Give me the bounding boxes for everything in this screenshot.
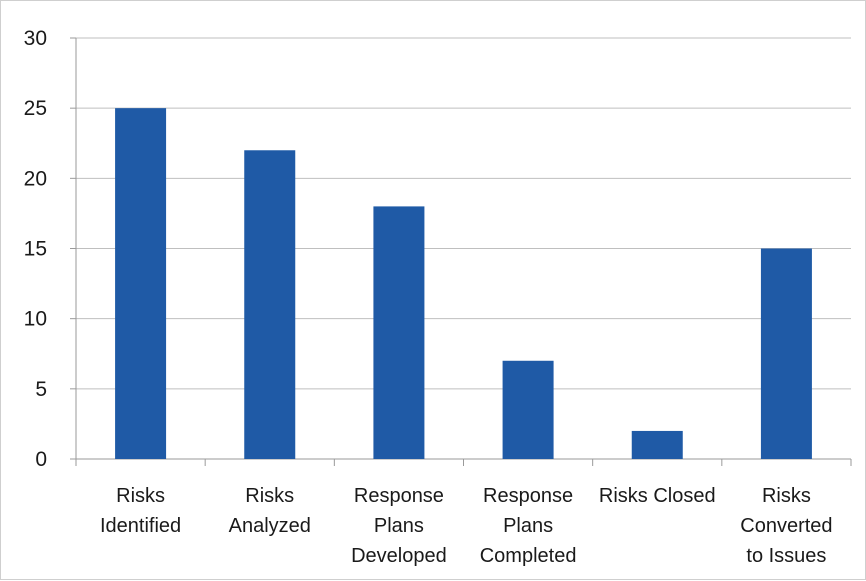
y-tick-label: 15: [24, 238, 47, 261]
x-tick-label: Response Plans Completed: [480, 485, 577, 567]
x-tick-label-line: Identified: [100, 515, 181, 537]
x-tick-label-line: Response: [354, 485, 444, 507]
x-tick-label: Risks Closed: [599, 485, 716, 507]
y-tick-label: 0: [35, 448, 47, 471]
x-tick-label-line: Plans: [374, 515, 424, 537]
x-tick-label-line: Risks: [116, 485, 165, 507]
x-tick-label: Response Plans Developed: [351, 485, 447, 567]
y-tick-label: 25: [24, 97, 47, 120]
x-tick-label-line: Plans: [503, 515, 553, 537]
bar: [373, 206, 425, 459]
x-tick-label-line: Risks: [762, 485, 811, 507]
y-tick-label: 10: [24, 308, 47, 331]
y-tick-label: 30: [24, 27, 47, 50]
y-tick-label: 20: [24, 167, 47, 190]
bar: [115, 108, 167, 460]
x-tick-label-line: Risks: [245, 485, 294, 507]
x-tick-label: Risks Identified: [100, 485, 181, 537]
bar: [760, 248, 812, 459]
x-tick-label-line: Converted: [740, 515, 832, 537]
x-tick-label-line: to Issues: [746, 545, 826, 567]
bar: [631, 430, 683, 459]
x-tick-label-line: Completed: [480, 545, 577, 567]
bar: [244, 150, 296, 459]
x-tick-label-line: Risks Closed: [599, 485, 716, 507]
y-tick-label: 5: [35, 378, 47, 401]
x-tick-label: Risks Analyzed: [229, 485, 311, 537]
x-tick-label-line: Developed: [351, 545, 447, 567]
x-tick-label: Risks Converted to Issues: [740, 485, 832, 567]
x-tick-label-line: Response: [483, 485, 573, 507]
x-tick-label-line: Analyzed: [229, 515, 311, 537]
bar: [502, 360, 554, 459]
